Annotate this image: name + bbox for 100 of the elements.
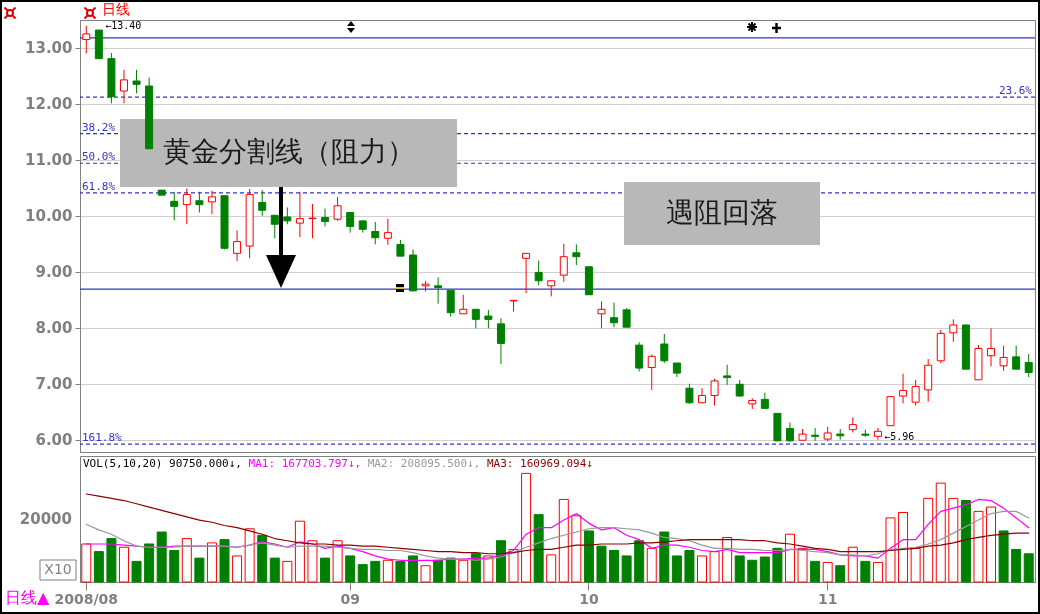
annotation: 23.6%: [998, 84, 1033, 98]
candlestick: [371, 221, 380, 245]
bar: [282, 560, 293, 583]
candlestick: [635, 341, 644, 372]
bar: [722, 536, 733, 583]
bar: [269, 557, 280, 583]
candlestick: [308, 203, 317, 239]
bar: [294, 520, 305, 583]
candlestick: [321, 208, 330, 227]
bar: [156, 531, 167, 583]
bar: [759, 556, 770, 583]
candlestick: [811, 427, 820, 442]
candlestick: [1024, 353, 1033, 378]
bar: [609, 550, 620, 583]
candlestick: [295, 191, 304, 238]
candlestick: [459, 294, 468, 315]
bar: [747, 559, 758, 583]
candlestick: [471, 308, 480, 329]
text: X10: [44, 561, 72, 577]
bar: [433, 559, 444, 583]
bar: [634, 540, 645, 583]
candlestick: [270, 214, 279, 239]
bar: [935, 482, 946, 583]
bar: [307, 540, 318, 583]
annotation: ←13.40: [105, 19, 142, 31]
text: MA1: 167703.797↓,: [248, 457, 362, 470]
candlestick: [434, 276, 443, 305]
bar: [558, 498, 569, 583]
bar: [872, 561, 883, 583]
candlestick: [182, 187, 191, 225]
candlestick: [119, 69, 128, 104]
bar: [1023, 553, 1034, 583]
bar: [458, 559, 469, 583]
annotation: ←5.96: [884, 430, 915, 442]
bar: [181, 538, 192, 583]
candlestick: [522, 252, 531, 294]
x-tick-label: 10: [579, 590, 599, 607]
bar: [370, 560, 381, 583]
candlestick: [509, 299, 518, 313]
bar: [320, 557, 331, 583]
bar: [244, 528, 255, 583]
chart-title: 日线: [102, 1, 130, 17]
text: 20000: [19, 510, 72, 528]
candlestick: [899, 373, 908, 404]
bar: [671, 555, 682, 583]
bar: [885, 517, 896, 583]
bar: [106, 538, 117, 583]
bar: [144, 543, 155, 583]
bar: [219, 539, 230, 583]
y-tick-label: 10.00: [25, 207, 73, 226]
candlestick: [383, 218, 392, 246]
annotation: 38.2%: [82, 120, 116, 134]
x-tick-label: 2008/08: [54, 590, 119, 607]
bar: [206, 542, 217, 583]
bar: [81, 543, 92, 583]
candlestick: [82, 25, 91, 55]
bar: [784, 533, 795, 583]
candlestick: [496, 317, 505, 365]
candlestick: [170, 191, 179, 221]
bar: [659, 531, 670, 583]
y-tick-label: 7.00: [35, 375, 73, 394]
bar: [734, 555, 745, 583]
annotation: 61.8%: [82, 179, 116, 193]
bar: [621, 555, 632, 583]
candlestick: [195, 191, 204, 213]
bar: [382, 559, 393, 583]
y-tick-label: 11.00: [25, 151, 73, 170]
candlestick: [911, 379, 920, 407]
candlestick: [132, 69, 141, 94]
text: MA3: 160969.094↓: [486, 457, 593, 470]
bar: [345, 555, 356, 583]
bar: [923, 497, 934, 583]
candlestick: [233, 229, 242, 262]
candlestick: [346, 212, 355, 234]
text: MA2: 208095.500↓,: [367, 457, 481, 470]
bar: [948, 497, 959, 583]
bar: [684, 550, 695, 583]
bar: [646, 547, 657, 583]
y-tick-label: 9.00: [35, 263, 73, 282]
candlestick: [987, 327, 996, 367]
bar: [546, 554, 557, 583]
bar: [973, 510, 984, 583]
y-tick-label: 8.00: [35, 319, 73, 338]
bar: [407, 555, 418, 583]
bar: [395, 560, 406, 583]
annotation: 遇阻回落: [666, 196, 778, 228]
y-tick-label: 13.00: [25, 39, 73, 58]
candlestick: [785, 421, 794, 443]
x-tick-label: 09: [340, 590, 360, 607]
candlestick: [572, 243, 581, 266]
x-tick-label: 11: [817, 590, 838, 607]
candlestick: [207, 190, 216, 215]
bar: [420, 565, 431, 583]
candlestick: [333, 196, 342, 222]
bar: [521, 472, 532, 583]
bar: [583, 530, 594, 583]
text: VOL(5,10,20) 90750.000↓,: [83, 457, 242, 470]
y-tick-label: 12.00: [25, 95, 73, 114]
candlestick: [534, 260, 543, 286]
bar: [822, 561, 833, 583]
